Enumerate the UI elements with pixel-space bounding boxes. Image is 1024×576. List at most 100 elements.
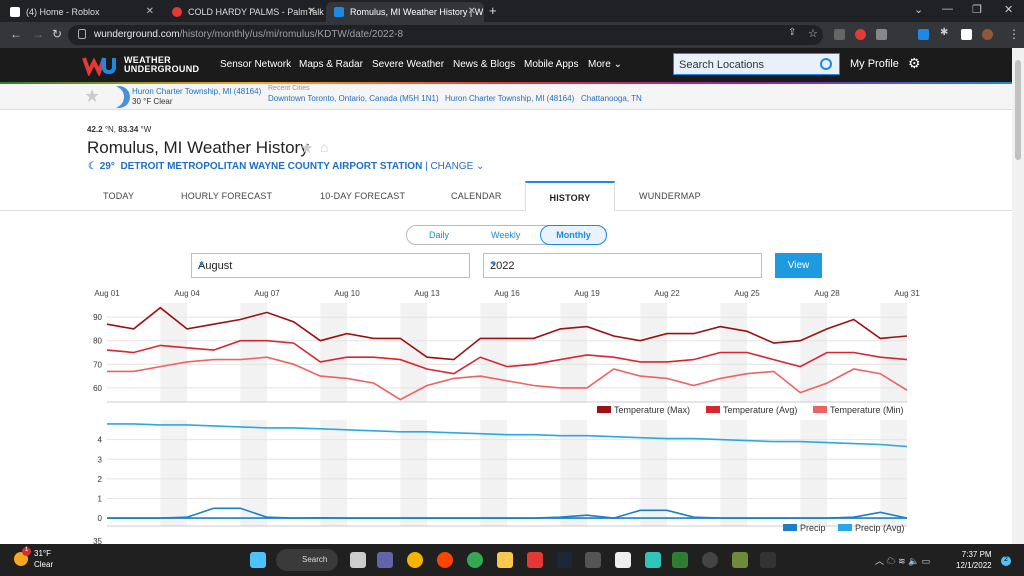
browser-tab-roblox[interactable]: (4) Home - Roblox ✕	[2, 2, 162, 22]
obs-icon[interactable]	[702, 552, 718, 568]
toggle-daily[interactable]: Daily	[429, 230, 450, 240]
tab-today[interactable]: TODAY	[103, 191, 135, 201]
notification-badge: 1	[22, 547, 31, 556]
nav-sensor-network[interactable]: Sensor Network	[220, 59, 292, 70]
extension-icon[interactable]	[834, 29, 845, 40]
logo-text: WEATHER UNDERGROUND	[124, 56, 199, 74]
notification-center[interactable]: 2	[1001, 556, 1011, 566]
recent-city-link[interactable]: Huron Charter Township, MI (48164)	[445, 94, 575, 103]
close-tab-icon[interactable]: ✕	[307, 6, 316, 17]
tab-10-day-forecast[interactable]: 10-DAY FORECAST	[320, 191, 406, 201]
extension-icon[interactable]	[876, 29, 887, 40]
maximize-icon[interactable]: ❐	[972, 4, 982, 16]
nav-severe-weather[interactable]: Severe Weather	[372, 59, 445, 70]
legend-swatch	[597, 406, 611, 413]
minimize-icon[interactable]: —	[942, 3, 953, 15]
gear-icon[interactable]: ⚙	[908, 55, 921, 71]
day-stripe	[560, 420, 587, 526]
nav-news-blogs[interactable]: News & Blogs	[453, 59, 516, 70]
app-icon[interactable]	[527, 552, 543, 568]
wunderground-logo[interactable]	[82, 54, 118, 76]
nav-maps-radar[interactable]: Maps & Radar	[299, 59, 363, 70]
minecraft-icon[interactable]	[732, 552, 748, 568]
close-tab-icon[interactable]: ✕	[467, 6, 476, 17]
new-tab-button[interactable]: +	[489, 3, 497, 18]
chrome-icon[interactable]	[407, 552, 423, 568]
browser-tab-wunderground[interactable]: Romulus, MI Weather History | W ✕	[326, 2, 484, 22]
extensions-puzzle-icon[interactable]: ✱	[940, 27, 949, 38]
change-station-link[interactable]: | CHANGE	[425, 161, 474, 172]
browser-tab-palmtalk[interactable]: COLD HARDY PALMS - PalmTalk ✕	[164, 2, 324, 22]
task-view-icon[interactable]	[350, 552, 366, 568]
home-icon[interactable]: ⌂	[320, 139, 329, 155]
current-location-icon[interactable]	[820, 58, 832, 70]
tab-wundermap[interactable]: WUNDERMAP	[639, 191, 701, 201]
taskbar-search[interactable]: Search	[276, 549, 338, 571]
forecast-tabs: TODAY HOURLY FORECAST 10-DAY FORECAST CA…	[0, 181, 1012, 211]
reload-icon[interactable]: ↻	[52, 27, 63, 41]
tab-search-icon[interactable]: ⌄	[914, 4, 924, 16]
chrome-profile-icon[interactable]	[467, 552, 483, 568]
app-icon[interactable]	[645, 552, 661, 568]
longitude: 83.34	[118, 125, 139, 134]
y-tick-label: 0	[98, 514, 103, 523]
close-tab-icon[interactable]: ✕	[145, 6, 154, 17]
toggle-monthly[interactable]: Monthly	[540, 225, 607, 245]
my-profile-link[interactable]: My Profile	[850, 58, 899, 70]
file-explorer-icon[interactable]	[497, 552, 513, 568]
latitude: 42.2	[87, 125, 103, 134]
tab-history[interactable]: HISTORY	[525, 181, 615, 211]
side-panel-icon[interactable]	[961, 29, 972, 40]
app-icon[interactable]	[672, 552, 688, 568]
app-icon[interactable]	[760, 552, 776, 568]
reddit-icon[interactable]	[437, 552, 453, 568]
y-tick-label: 3	[98, 455, 103, 464]
tab-hourly-forecast[interactable]: HOURLY FORECAST	[181, 191, 273, 201]
tab-calendar[interactable]: CALENDAR	[451, 191, 502, 201]
profile-avatar[interactable]	[982, 29, 993, 40]
scrollbar-thumb[interactable]	[1015, 60, 1021, 160]
forward-icon[interactable]: →	[32, 27, 44, 41]
taskbar-clock[interactable]: 7:37 PM 12/1/2022	[956, 549, 992, 571]
extension-icon[interactable]	[897, 29, 908, 40]
legend-label: Temperature (Max)	[614, 405, 690, 415]
recent-city-link[interactable]: Chattanooga, TN	[581, 94, 642, 103]
year-select[interactable]: 2022 ▼	[483, 253, 762, 278]
extension-icon[interactable]	[918, 29, 929, 40]
recent-city-link[interactable]: Downtown Toronto, Ontario, Canada (M5H 1…	[268, 94, 439, 103]
y-tick-label: 80	[93, 337, 102, 346]
system-tray[interactable]: ︿ ☁ ≋ 🔈 ▭	[875, 556, 931, 566]
station-name[interactable]: DETROIT METROPOLITAN WAYNE COUNTY AIRPOR…	[120, 161, 423, 172]
share-icon[interactable]: ⇪	[788, 27, 797, 38]
nav-more[interactable]: More ⌄	[588, 59, 622, 70]
current-city-link[interactable]: Huron Charter Township, MI (48164)	[132, 87, 262, 96]
tab-title: (4) Home - Roblox	[26, 7, 100, 17]
month-select[interactable]: August ▼	[191, 253, 470, 278]
x-tick-label: Aug 04	[174, 289, 200, 298]
address-bar[interactable]: wunderground.com/history/monthly/us/mi/r…	[68, 25, 823, 45]
search-locations-input[interactable]: Search Locations	[673, 53, 840, 75]
history-charts: Aug 01 Aug 04 Aug 07 Aug 10 Aug 13 Aug 16 Aug …	[93, 289, 920, 544]
y-tick-label: 4	[98, 436, 103, 445]
favorite-star-icon[interactable]: ★	[84, 86, 101, 106]
y-tick-label: 60	[93, 384, 102, 393]
toggle-weekly[interactable]: Weekly	[491, 230, 521, 240]
extension-icon[interactable]	[855, 29, 866, 40]
back-icon[interactable]: ←	[10, 27, 22, 41]
view-button[interactable]: View	[775, 253, 822, 278]
teams-icon[interactable]	[377, 552, 393, 568]
current-temp: 29°	[99, 161, 115, 172]
page-scrollbar[interactable]	[1012, 48, 1024, 544]
windows-taskbar: 1 31°F Clear Search ︿ ☁ ≋ 🔈 ▭ 7:37 PM 12…	[0, 544, 1024, 576]
favorite-star-icon[interactable]: ★	[300, 140, 314, 157]
menu-dots-icon[interactable]: ⋮	[1008, 27, 1020, 41]
app-icon[interactable]	[585, 552, 601, 568]
close-window-icon[interactable]: ✕	[1004, 4, 1014, 16]
recent-cities-label: Recent Cities	[268, 85, 310, 92]
windows-start-icon[interactable]	[250, 552, 266, 568]
bookmark-star-icon[interactable]: ☆	[808, 28, 818, 40]
nav-mobile-apps[interactable]: Mobile Apps	[524, 59, 579, 70]
site-header: WEATHER UNDERGROUND Sensor Network Maps …	[0, 48, 1012, 82]
app-icon[interactable]	[615, 552, 631, 568]
steam-icon[interactable]	[557, 552, 573, 568]
